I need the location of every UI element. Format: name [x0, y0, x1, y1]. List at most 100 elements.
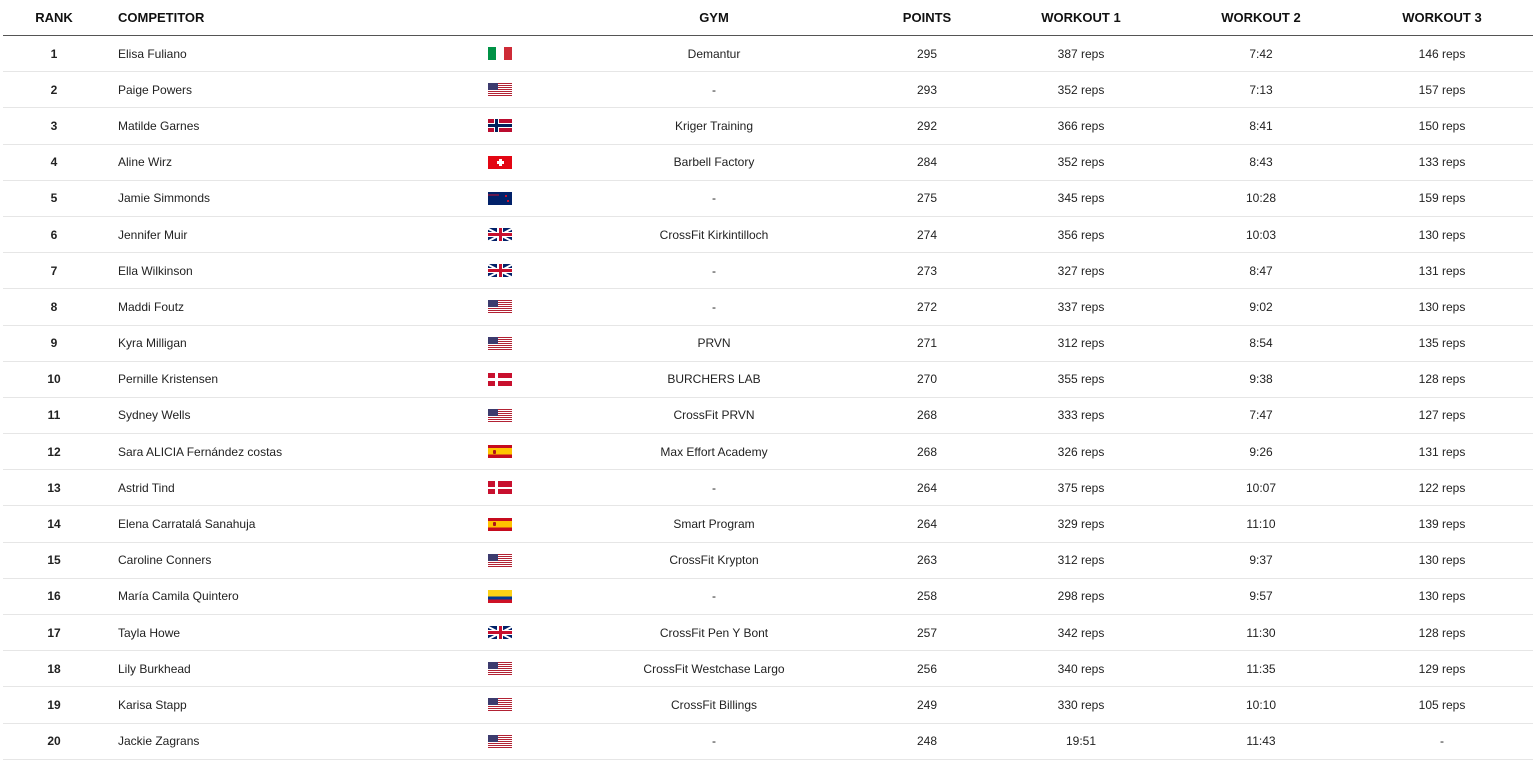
workout-1-score: 340 reps [1057, 661, 1105, 676]
header-workout-2[interactable]: WORKOUT 2 [1221, 10, 1301, 25]
header-rank[interactable]: RANK [35, 10, 73, 25]
workout-1-score: 352 reps [1057, 155, 1105, 170]
country-flag-icon [475, 543, 525, 578]
gym: CrossFit Westchase Largo [643, 661, 785, 676]
competitor-name[interactable]: Elisa Fuliano [118, 46, 187, 61]
gym: CrossFit Billings [670, 697, 757, 712]
workout-2-score: 11:35 [1246, 661, 1276, 676]
country-flag-icon [475, 181, 525, 216]
workout-1-score: 326 reps [1057, 444, 1105, 459]
country-flag-icon [475, 687, 525, 722]
workout-1-score: 355 reps [1057, 372, 1105, 387]
flag-es-icon [488, 445, 512, 459]
header-points[interactable]: POINTS [902, 10, 952, 25]
workout-2-score: 11:10 [1246, 517, 1276, 532]
table-row[interactable]: 9 Kyra Milligan PRVN 271 312 reps 8:54 1… [3, 326, 1533, 362]
leaderboard-table: RANK COMPETITOR GYM POINTS WORKOUT 1 WOR… [3, 0, 1533, 760]
competitor-name[interactable]: Maddi Foutz [118, 299, 185, 314]
country-flag-icon [475, 362, 525, 397]
workout-2-score: 11:30 [1246, 625, 1276, 640]
workout-1-score: 366 reps [1057, 118, 1105, 133]
workout-3-score: - [1440, 734, 1444, 749]
workout-1-score: 387 reps [1057, 46, 1105, 61]
workout-2-score: 8:47 [1249, 263, 1273, 278]
competitor-name[interactable]: Elena Carratalá Sanahuja [118, 517, 256, 532]
header-gym[interactable]: GYM [699, 10, 729, 25]
points: 275 [916, 191, 938, 206]
workout-2-score: 7:47 [1249, 408, 1273, 423]
competitor-name[interactable]: Kyra Milligan [118, 336, 187, 351]
competitor-name[interactable]: María Camila Quintero [118, 589, 239, 604]
table-row[interactable]: 5 Jamie Simmonds - 275 345 reps 10:28 15… [3, 181, 1533, 217]
rank: 3 [50, 118, 58, 133]
competitor-name[interactable]: Sara ALICIA Fernández costas [118, 444, 283, 459]
competitor-name[interactable]: Matilde Garnes [118, 118, 200, 133]
competitor-name[interactable]: Karisa Stapp [118, 697, 187, 712]
points: 256 [916, 661, 938, 676]
table-row[interactable]: 3 Matilde Garnes Kriger Training 292 366… [3, 108, 1533, 145]
table-row[interactable]: 18 Lily Burkhead CrossFit Westchase Larg… [3, 651, 1533, 688]
country-flag-icon [475, 326, 525, 361]
header-workout-3[interactable]: WORKOUT 3 [1402, 10, 1482, 25]
flag-us-icon [488, 662, 512, 676]
workout-2-score: 8:43 [1249, 155, 1273, 170]
competitor-name[interactable]: Jackie Zagrans [118, 734, 200, 749]
rank: 7 [50, 263, 58, 278]
table-row[interactable]: 7 Ella Wilkinson - 273 327 reps 8:47 131… [3, 253, 1533, 290]
competitor-name[interactable]: Jennifer Muir [118, 227, 188, 242]
competitor-name[interactable]: Pernille Kristensen [118, 372, 219, 387]
rank: 8 [50, 299, 58, 314]
competitor-name[interactable]: Aline Wirz [118, 155, 173, 170]
table-row[interactable]: 13 Astrid Tind - 264 375 reps 10:07 122 … [3, 470, 1533, 507]
competitor-name[interactable]: Tayla Howe [118, 625, 181, 640]
gym: - [712, 263, 716, 278]
rank: 20 [47, 734, 61, 749]
table-row[interactable]: 11 Sydney Wells CrossFit PRVN 268 333 re… [3, 398, 1533, 435]
workout-2-score: 11:43 [1246, 734, 1276, 749]
table-row[interactable]: 12 Sara ALICIA Fernández costas Max Effo… [3, 434, 1533, 471]
flag-no-icon [488, 119, 512, 133]
rank: 2 [50, 82, 58, 97]
table-row[interactable]: 1 Elisa Fuliano Demantur 295 387 reps 7:… [3, 36, 1533, 73]
rank: 16 [47, 589, 61, 604]
table-row[interactable]: 16 María Camila Quintero - 258 298 reps … [3, 579, 1533, 615]
workout-1-score: 19:51 [1065, 734, 1097, 749]
workout-1-score: 312 reps [1057, 336, 1105, 351]
table-row[interactable]: 15 Caroline Conners CrossFit Krypton 263… [3, 543, 1533, 579]
competitor-name[interactable]: Ella Wilkinson [118, 263, 193, 278]
country-flag-icon [475, 724, 525, 759]
rank: 13 [47, 480, 61, 495]
table-row[interactable]: 2 Paige Powers - 293 352 reps 7:13 157 r… [3, 72, 1533, 109]
workout-3-score: 130 reps [1418, 299, 1466, 314]
gym: PRVN [697, 336, 731, 351]
header-competitor[interactable]: COMPETITOR [118, 10, 205, 25]
competitor-name[interactable]: Astrid Tind [118, 480, 175, 495]
workout-1-score: 329 reps [1057, 517, 1105, 532]
workout-3-score: 159 reps [1418, 191, 1466, 206]
table-row[interactable]: 6 Jennifer Muir CrossFit Kirkintilloch 2… [3, 217, 1533, 254]
table-row[interactable]: 19 Karisa Stapp CrossFit Billings 249 33… [3, 687, 1533, 724]
table-row[interactable]: 8 Maddi Foutz - 272 337 reps 9:02 130 re… [3, 289, 1533, 326]
workout-3-score: 129 reps [1418, 661, 1466, 676]
country-flag-icon [475, 434, 525, 469]
competitor-name[interactable]: Sydney Wells [118, 408, 191, 423]
workout-2-score: 8:41 [1249, 118, 1273, 133]
points: 257 [916, 625, 938, 640]
competitor-name[interactable]: Paige Powers [118, 82, 193, 97]
competitor-name[interactable]: Jamie Simmonds [118, 191, 211, 206]
flag-us-icon [488, 698, 512, 712]
rank: 19 [47, 697, 61, 712]
table-row[interactable]: 17 Tayla Howe CrossFit Pen Y Bont 257 34… [3, 615, 1533, 652]
table-row[interactable]: 20 Jackie Zagrans - 248 19:51 11:43 - [3, 724, 1533, 760]
workout-1-score: 337 reps [1057, 299, 1105, 314]
competitor-name[interactable]: Caroline Conners [118, 553, 212, 568]
competitor-name[interactable]: Lily Burkhead [118, 661, 191, 676]
table-row[interactable]: 14 Elena Carratalá Sanahuja Smart Progra… [3, 506, 1533, 543]
table-row[interactable]: 10 Pernille Kristensen BURCHERS LAB 270 … [3, 362, 1533, 398]
country-flag-icon [475, 506, 525, 541]
points: 248 [916, 734, 938, 749]
header-workout-1[interactable]: WORKOUT 1 [1041, 10, 1121, 25]
table-row[interactable]: 4 Aline Wirz Barbell Factory 284 352 rep… [3, 145, 1533, 181]
workout-3-score: 135 reps [1418, 336, 1466, 351]
flag-gb-icon [488, 626, 512, 640]
